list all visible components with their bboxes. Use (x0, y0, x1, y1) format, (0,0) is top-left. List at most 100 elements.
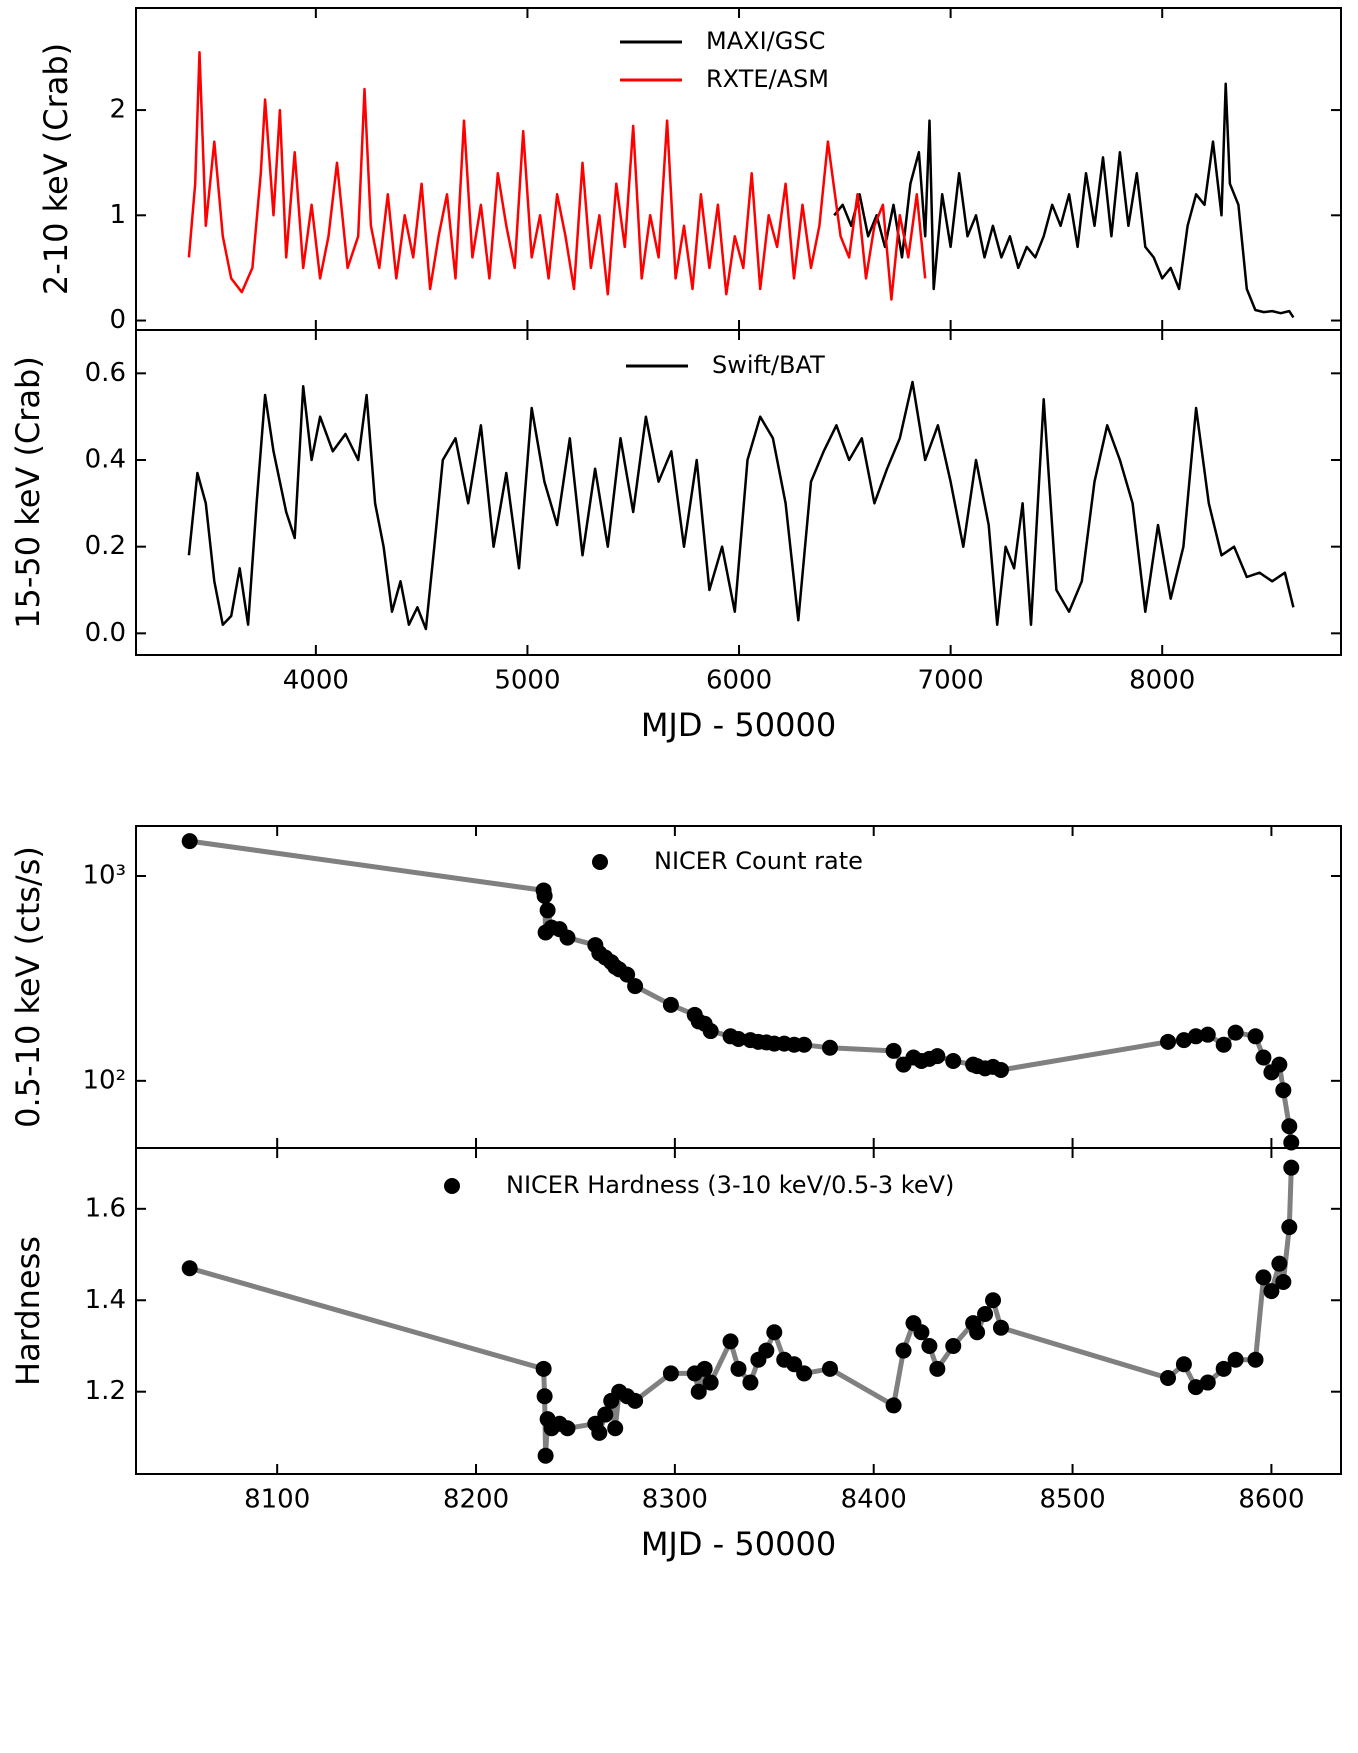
data-point (985, 1292, 1002, 1309)
data-point (607, 1420, 624, 1437)
data-point (1215, 1360, 1232, 1377)
data-point (1199, 1374, 1216, 1391)
data-point (597, 1406, 614, 1423)
data-point (702, 1023, 719, 1040)
data-point (539, 902, 556, 919)
legend-marker (444, 1178, 460, 1194)
y-tick-label: 1.6 (85, 1193, 126, 1223)
y-tick-label: 1 (109, 200, 126, 230)
data-point (1271, 1255, 1288, 1272)
x-tick-label: 8000 (1129, 666, 1195, 696)
plot-area (181, 1159, 1300, 1464)
data-point (1160, 1033, 1177, 1050)
data-point (619, 966, 636, 983)
data-point (627, 978, 644, 995)
y-tick-label: 0.4 (85, 445, 126, 475)
data-point (1160, 1369, 1177, 1386)
data-point (885, 1042, 902, 1059)
y-tick-label: 10³ (82, 860, 126, 890)
data-point (722, 1333, 739, 1350)
x-tick-label: 8400 (841, 1485, 907, 1515)
y-tick-label: 10² (82, 1065, 126, 1095)
data-point (536, 1388, 553, 1405)
data-point (766, 1324, 783, 1341)
data-point (1281, 1219, 1298, 1236)
x-tick-label: 8600 (1238, 1485, 1304, 1515)
data-point (1255, 1269, 1272, 1286)
y-tick-label: 0 (109, 305, 126, 335)
data-point (758, 1342, 775, 1359)
data-point (559, 1420, 576, 1437)
data-point (921, 1337, 938, 1354)
y-axis-label: 0.5-10 keV (cts/s) (9, 846, 47, 1128)
x-tick-label: 8500 (1039, 1485, 1105, 1515)
data-point (702, 1374, 719, 1391)
axes-frame (135, 7, 1342, 331)
data-point (913, 1324, 930, 1341)
y-axis-label: 15-50 keV (Crab) (9, 356, 47, 629)
y-axis-label: 2-10 keV (Crab) (37, 43, 75, 295)
x-tick-label: 7000 (918, 666, 984, 696)
data-point (929, 1360, 946, 1377)
data-point (977, 1305, 994, 1322)
data-point (662, 1365, 679, 1382)
series-line (189, 838, 1294, 1143)
data-point (627, 1392, 644, 1409)
axes-frame (135, 1147, 1342, 1475)
data-point (1199, 1026, 1216, 1043)
data-point (1215, 1036, 1232, 1053)
series-line (833, 82, 1295, 319)
data-point (885, 1397, 902, 1414)
x-axis-label: MJD - 50000 (641, 706, 836, 744)
legend-label: MAXI/GSC (706, 27, 825, 55)
data-point (742, 1374, 759, 1391)
data-point (929, 1048, 946, 1065)
plot-area (181, 833, 1300, 1151)
data-point (796, 1365, 813, 1382)
data-point (1227, 1024, 1244, 1041)
data-point (969, 1324, 986, 1341)
series-line (189, 1167, 1294, 1459)
data-point (591, 1424, 608, 1441)
data-point (690, 1383, 707, 1400)
data-point (1247, 1028, 1264, 1045)
data-point (1283, 1159, 1300, 1176)
data-point (536, 887, 553, 904)
data-point (181, 833, 198, 850)
data-point (535, 1360, 552, 1377)
data-point (1275, 1082, 1292, 1099)
y-tick-label: 1.2 (85, 1376, 126, 1406)
legend-label: NICER Count rate (654, 847, 863, 875)
data-point (559, 929, 576, 946)
x-tick-label: 8200 (443, 1485, 509, 1515)
series-line (187, 380, 1295, 631)
data-point (992, 1319, 1009, 1336)
x-tick-label: 8300 (642, 1485, 708, 1515)
data-point (181, 1260, 198, 1277)
data-point (1247, 1351, 1264, 1368)
x-tick-label: 5000 (494, 666, 560, 696)
data-point (696, 1360, 713, 1377)
x-tick-label: 6000 (706, 666, 772, 696)
data-point (945, 1337, 962, 1354)
plot-area (187, 380, 1295, 631)
y-tick-label: 2 (109, 95, 126, 125)
data-point (537, 1447, 554, 1464)
legend-label: NICER Hardness (3-10 keV/0.5-3 keV) (506, 1171, 954, 1199)
legend-label: Swift/BAT (712, 351, 825, 379)
y-axis-label: Hardness (9, 1236, 47, 1386)
legend-label: RXTE/ASM (706, 65, 829, 93)
data-point (1263, 1283, 1280, 1300)
x-axis-label: MJD - 50000 (641, 1525, 836, 1563)
data-point (1271, 1056, 1288, 1073)
data-point (992, 1061, 1009, 1078)
data-point (1283, 1134, 1300, 1151)
y-tick-label: 0.6 (85, 358, 126, 388)
data-point (662, 996, 679, 1013)
data-point (821, 1360, 838, 1377)
y-tick-label: 0.2 (85, 531, 126, 561)
x-tick-label: 4000 (283, 666, 349, 696)
series-line (187, 50, 927, 301)
